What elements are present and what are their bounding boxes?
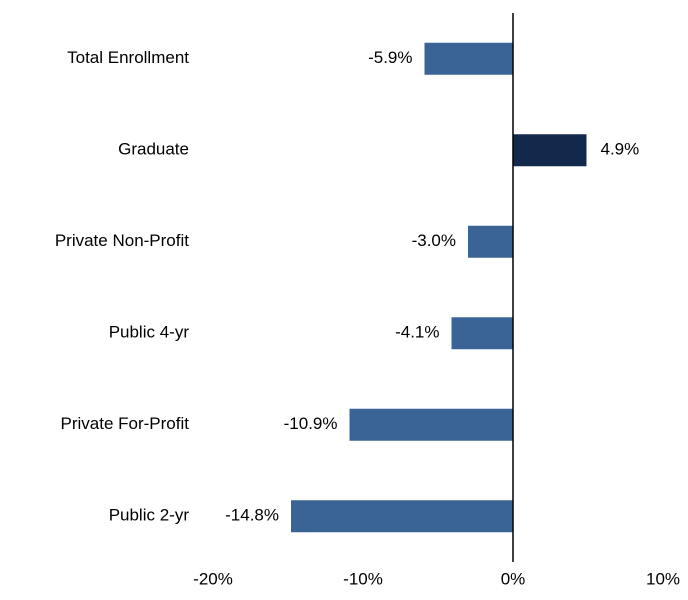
bar xyxy=(291,500,513,533)
value-label: -3.0% xyxy=(412,231,456,250)
y-tick-label: Graduate xyxy=(118,140,189,159)
bar xyxy=(349,408,513,441)
y-tick-label: Private For-Profit xyxy=(61,414,190,433)
y-tick-label: Total Enrollment xyxy=(67,48,189,67)
bar xyxy=(468,225,513,258)
value-label: -5.9% xyxy=(368,48,412,67)
x-tick-label: 0% xyxy=(501,569,526,588)
x-tick-label: 10% xyxy=(646,569,680,588)
y-tick-label: Public 2-yr xyxy=(109,506,190,525)
value-label: -10.9% xyxy=(284,414,338,433)
bar xyxy=(451,317,513,350)
bar xyxy=(513,134,587,167)
y-tick-label: Private Non-Profit xyxy=(55,231,189,250)
value-label: -14.8% xyxy=(225,506,279,525)
y-tick-label: Public 4-yr xyxy=(109,323,190,342)
bar xyxy=(424,42,513,75)
value-label: -4.1% xyxy=(395,323,439,342)
value-label: 4.9% xyxy=(601,140,640,159)
x-tick-label: -10% xyxy=(343,569,383,588)
x-tick-label: -20% xyxy=(193,569,233,588)
